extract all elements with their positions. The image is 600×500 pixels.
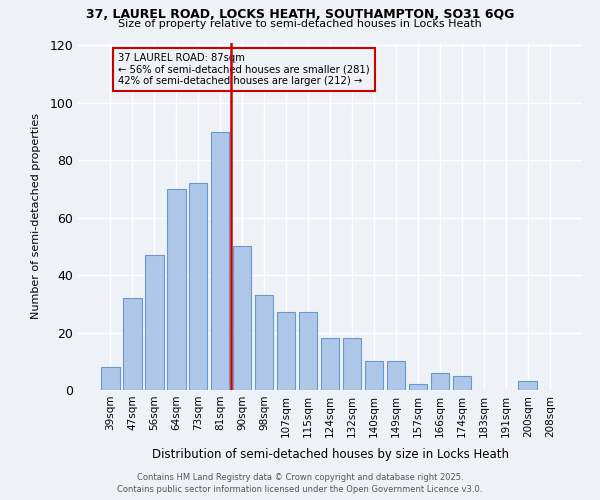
X-axis label: Distribution of semi-detached houses by size in Locks Heath: Distribution of semi-detached houses by … (151, 448, 509, 461)
Bar (101, 367, 119, 390)
Bar (277, 312, 295, 390)
Bar (343, 338, 361, 390)
Bar (431, 373, 449, 390)
Bar (320, 338, 340, 390)
Text: 37, LAUREL ROAD, LOCKS HEATH, SOUTHAMPTON, SO31 6QG: 37, LAUREL ROAD, LOCKS HEATH, SOUTHAMPTO… (86, 8, 514, 20)
Bar (145, 255, 164, 390)
Bar (167, 189, 185, 390)
Bar (211, 132, 229, 390)
Bar (123, 298, 142, 390)
Text: Contains HM Land Registry data © Crown copyright and database right 2025.
Contai: Contains HM Land Registry data © Crown c… (118, 472, 482, 494)
Bar (452, 376, 471, 390)
Bar (518, 382, 537, 390)
Bar (386, 362, 405, 390)
Y-axis label: Number of semi-detached properties: Number of semi-detached properties (31, 114, 41, 320)
Bar (255, 295, 274, 390)
Bar (365, 362, 383, 390)
Text: 37 LAUREL ROAD: 87sqm
← 56% of semi-detached houses are smaller (281)
42% of sem: 37 LAUREL ROAD: 87sqm ← 56% of semi-deta… (118, 53, 370, 86)
Bar (409, 384, 427, 390)
Bar (189, 183, 208, 390)
Bar (299, 312, 317, 390)
Bar (233, 246, 251, 390)
Text: Size of property relative to semi-detached houses in Locks Heath: Size of property relative to semi-detach… (118, 19, 482, 29)
